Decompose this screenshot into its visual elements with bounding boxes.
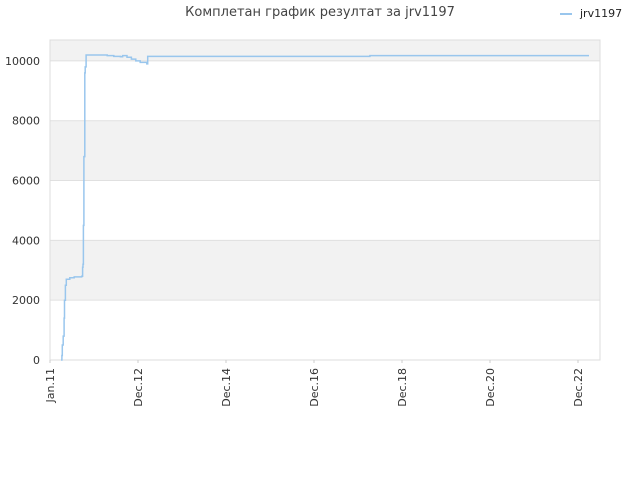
legend-swatch: [560, 12, 572, 15]
y-tick-label: 2000: [12, 294, 40, 307]
x-tick-label: Dec.20: [484, 368, 497, 407]
grid-band: [50, 300, 600, 360]
chart-title: Комплетан график резултат за jrv1197: [185, 5, 455, 20]
grid-bands: [50, 40, 600, 360]
x-tick-label: Dec.22: [572, 368, 585, 407]
y-tick-label: 6000: [12, 175, 40, 188]
legend: jrv1197: [560, 7, 622, 20]
grid-band: [50, 240, 600, 301]
y-tick-label: 8000: [12, 115, 40, 128]
y-tick-label: 0: [33, 354, 40, 367]
series-line: [61, 54, 589, 361]
x-tick-label: Dec.16: [308, 368, 321, 407]
x-tick-label: Dec.12: [132, 368, 145, 407]
grid-band: [50, 40, 600, 61]
grid-band: [50, 120, 600, 181]
grid-band: [50, 180, 600, 241]
series-layer: [61, 54, 589, 361]
x-tick-label: Dec.18: [396, 368, 409, 407]
y-tick-label: 4000: [12, 234, 40, 247]
legend-label: jrv1197: [580, 7, 623, 20]
y-tick-label: 10000: [5, 55, 40, 68]
grid-band: [50, 60, 600, 121]
plot-frame: [49, 39, 601, 361]
x-tick-label: Dec.14: [220, 368, 233, 407]
x-axis: Jan.11 Dec.12 Dec.14 Dec.16 Dec.18 Dec.20 Dec.…: [44, 360, 585, 407]
y-axis: 0 2000 4000 6000 8000 10000: [5, 55, 40, 367]
x-tick-label: Jan.11: [44, 368, 57, 403]
